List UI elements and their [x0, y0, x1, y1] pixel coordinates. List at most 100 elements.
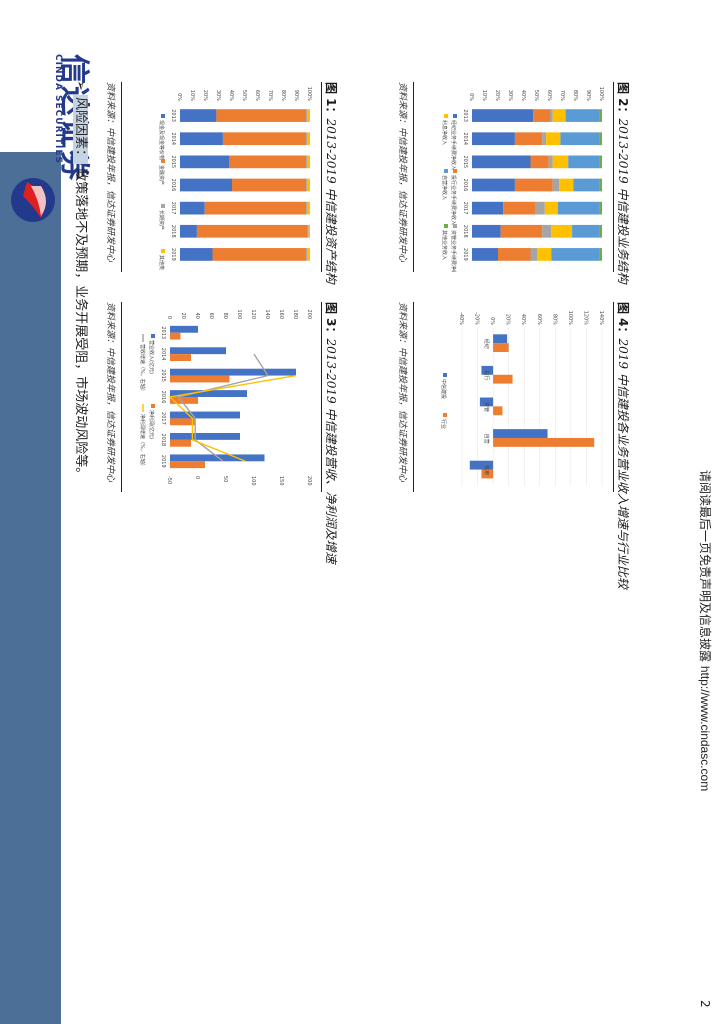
legend-label: 行业	[440, 419, 447, 429]
legend-swatch	[161, 249, 165, 253]
chart-title-text: 2013-2019 中信建投资产结构	[324, 118, 338, 284]
x-tick-label: 信用	[483, 465, 490, 475]
y-tick-label: 140	[264, 309, 270, 319]
chart-title: 图 2：2013-2019 中信建投业务结构	[615, 82, 632, 283]
y-tick-label: 100%	[567, 311, 573, 326]
source-rule	[121, 82, 122, 272]
bar	[479, 397, 494, 407]
x-tick-label: 2016	[160, 391, 166, 404]
bar-segment	[542, 224, 552, 238]
y-tick-label: 120	[250, 309, 256, 319]
chart-number: 图 1：	[324, 82, 338, 119]
legend-label: 自营净收入	[441, 175, 448, 200]
bar-segment	[472, 109, 534, 122]
footer-text: 请阅读最后一页免责声明及信息披露	[698, 470, 712, 663]
bar-segment	[180, 224, 197, 238]
y2-tick-label: 150	[278, 476, 284, 486]
chart-source: 资料来源：中信建投年报，信达证券研发中心	[105, 302, 115, 483]
bar-segment	[568, 155, 600, 169]
legend-swatch	[453, 114, 457, 118]
chart-business-structure: 图 2：2013-2019 中信建投业务结构 资料来源：中信建投年报，信达证券研发…	[396, 82, 632, 283]
bar-segment	[212, 248, 307, 261]
y-tick-label: -40%	[458, 312, 464, 325]
bar-segment	[500, 224, 543, 238]
bar	[170, 433, 240, 440]
brand-logo: 信达证券 CINDA SECURITIES	[7, 50, 119, 230]
bar	[493, 334, 508, 344]
y-tick-label: 40	[194, 313, 200, 319]
bar-segment	[557, 201, 600, 215]
source-rule	[121, 302, 122, 492]
bar-segment	[552, 155, 569, 169]
bar	[481, 469, 494, 479]
bar	[493, 374, 513, 384]
bar	[170, 332, 181, 340]
y-tick-label: 0%	[176, 93, 182, 101]
bar-segment	[204, 201, 307, 215]
bar-segment	[599, 201, 602, 215]
bar-segment	[306, 155, 308, 169]
bar-segment	[306, 132, 308, 146]
x-tick-label: 2017	[170, 202, 176, 215]
x-tick-label: 2014	[462, 132, 468, 145]
bar-segment	[599, 248, 602, 261]
x-tick-label: 2014	[170, 132, 176, 145]
bar-segment	[552, 178, 560, 192]
y-tick-label: 10%	[189, 90, 195, 101]
bar-segment	[472, 248, 498, 261]
legend-label: 其他类	[158, 255, 165, 270]
legend-label: 投行业务手续费净收入	[450, 175, 457, 225]
legend-swatch	[443, 413, 447, 417]
legend-swatch	[151, 334, 155, 338]
x-tick-label: 2014	[160, 348, 166, 361]
chart-source: 资料来源：中信建投年报，信达证券研发中心	[397, 302, 407, 483]
bar	[170, 368, 296, 376]
bar	[469, 460, 494, 470]
bar	[493, 406, 503, 416]
bar-segment	[560, 132, 600, 146]
bar-segment	[308, 224, 310, 238]
bar	[170, 397, 198, 404]
legend-swatch	[444, 114, 448, 118]
bar-segment	[307, 178, 310, 192]
footer-url[interactable]: http://www.cindasc.com	[698, 665, 712, 792]
chart-svg: 0% 10% 20% 30% 40% 50% 60% 70% 80% 90% 100% 2013 201…	[441, 87, 604, 272]
x-tick-label: 2018	[170, 225, 176, 238]
bar-segment	[307, 201, 310, 215]
y-tick-label: 60%	[536, 314, 542, 325]
bar	[170, 354, 191, 361]
legend-label: 其他业务收入	[441, 230, 448, 260]
bar-segment	[542, 132, 547, 146]
y-tick-label: 40%	[228, 90, 234, 101]
y-tick-label: 60%	[546, 90, 552, 101]
y-tick-label: 80%	[280, 90, 286, 101]
bar-segment	[599, 109, 602, 122]
page-number: 2	[698, 1000, 712, 1008]
bar-segment	[548, 155, 553, 169]
legend-label: 净利润(亿元)	[148, 410, 155, 439]
bar-segment	[180, 248, 213, 261]
bar-segment	[565, 109, 600, 122]
chart-title-text: 2013-2019 中信建投营收、净利润及增速	[324, 338, 338, 564]
bar	[170, 454, 265, 462]
y-tick-label: 80%	[572, 90, 578, 101]
y-tick-label: 100	[236, 309, 242, 319]
bar-segment	[535, 201, 545, 215]
title-rule	[613, 82, 614, 272]
x-tick-label: 2017	[462, 202, 468, 215]
bar	[493, 437, 595, 447]
y-tick-label: 0%	[468, 93, 474, 101]
x-tick-label: 2019	[160, 455, 166, 468]
legend-label: 资管业务手续费净收入	[450, 230, 457, 272]
y-tick-label: 40%	[520, 90, 526, 101]
x-tick-label: 2019	[462, 248, 468, 261]
bar-segment	[551, 248, 600, 261]
x-tick-label: 2018	[160, 433, 166, 446]
bar-segment	[232, 178, 307, 192]
y-tick-label: 10%	[481, 90, 487, 101]
legend-swatch	[453, 224, 457, 228]
x-tick-label: 2013	[160, 326, 166, 339]
bar-segment	[599, 132, 602, 146]
source-rule	[413, 82, 414, 272]
legend-swatch	[161, 114, 165, 118]
